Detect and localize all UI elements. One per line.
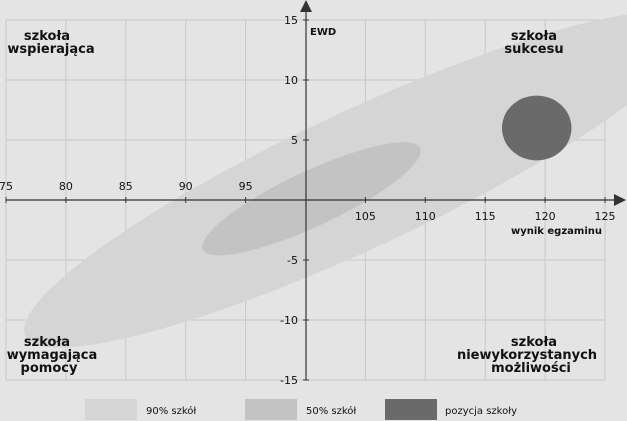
y-tick-label--15: -15 <box>280 374 298 387</box>
y-tick-label--10: -10 <box>280 314 298 327</box>
x-tick-label-80: 80 <box>59 180 73 193</box>
svg-text:szkoła: szkoła <box>511 335 557 350</box>
legend-label-90: 90% szkół <box>146 405 196 417</box>
x-tick-label-125: 125 <box>595 210 616 223</box>
x-tick-label-110: 110 <box>415 210 436 223</box>
y-axis-label: EWD <box>310 27 336 38</box>
svg-text:wymagająca: wymagająca <box>7 348 98 363</box>
legend-swatch-90 <box>85 399 137 420</box>
svg-text:wspierająca: wspierająca <box>7 42 94 57</box>
legend-swatch-school <box>385 399 437 420</box>
x-tick-label-105: 105 <box>355 210 376 223</box>
ellipse-50 <box>202 142 421 256</box>
svg-text:szkoła: szkoła <box>24 29 70 44</box>
quadrant-label-top-left: szkoła wspierająca <box>7 29 94 57</box>
y-tick-label--5: -5 <box>287 254 298 267</box>
legend-swatch-50 <box>245 399 297 420</box>
ellipse-marks <box>23 14 627 348</box>
x-tick-label-90: 90 <box>179 180 193 193</box>
x-tick-label-85: 85 <box>119 180 133 193</box>
legend-item-50: 50% szkół <box>245 399 356 420</box>
svg-text:szkoła: szkoła <box>511 29 557 44</box>
x-axis-label: wynik egzaminu <box>511 226 602 237</box>
legend-item-school: pozycja szkoły <box>385 399 517 420</box>
x-axis-arrow <box>614 194 626 206</box>
axes <box>5 0 626 381</box>
x-tick-label-75: 75 <box>0 180 13 193</box>
svg-text:niewykorzystanych: niewykorzystanych <box>457 348 597 363</box>
svg-text:pomocy: pomocy <box>21 361 78 376</box>
y-axis-arrow <box>300 0 312 12</box>
school <box>502 95 572 161</box>
y-tick-label-10: 10 <box>284 74 298 87</box>
y-tick-label-15: 15 <box>284 14 298 27</box>
svg-text:szkoła: szkoła <box>24 335 70 350</box>
quadrant-label-top-right: szkoła sukcesu <box>504 29 563 57</box>
x-tick-label-115: 115 <box>475 210 496 223</box>
quadrant-label-bottom-right: szkoła niewykorzystanych możliwości <box>457 335 597 376</box>
svg-text:sukcesu: sukcesu <box>504 42 563 57</box>
y-tick-label-5: 5 <box>291 134 298 147</box>
legend-label-50: 50% szkół <box>306 405 356 417</box>
quadrant-label-bottom-left: szkoła wymagająca pomocy <box>7 335 98 376</box>
legend: 90% szkół 50% szkół pozycja szkoły <box>85 399 517 420</box>
legend-label-school: pozycja szkoły <box>445 406 517 417</box>
x-tick-label-120: 120 <box>535 210 556 223</box>
svg-text:możliwości: możliwości <box>491 361 571 376</box>
x-tick-label-95: 95 <box>239 180 253 193</box>
legend-item-90: 90% szkół <box>85 399 196 420</box>
